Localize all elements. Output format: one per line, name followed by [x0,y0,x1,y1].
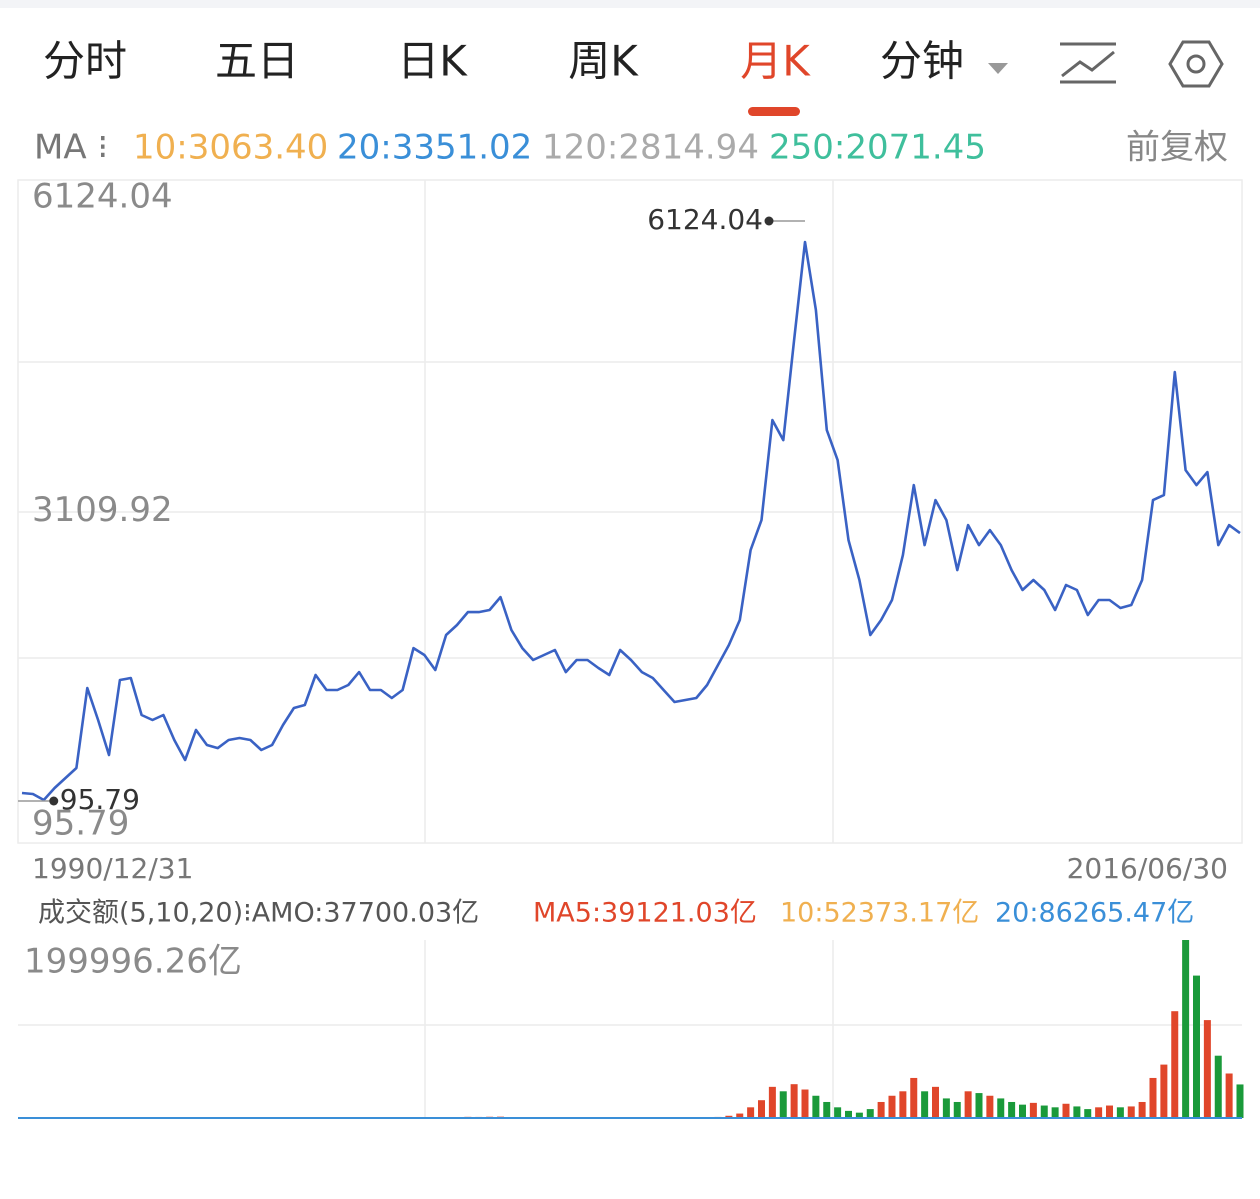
volume-bar [1051,1107,1059,1118]
volume-bar [725,1115,733,1118]
x-tick-label: 1990/12/31 [32,852,193,885]
dropdown-arrow[interactable] [988,63,1008,74]
volume-bar [845,1110,852,1118]
volume-bar [1029,1102,1037,1118]
volume-bar [964,1091,972,1118]
ma-value: 10:3063.40 [133,128,328,168]
volume-ma: 10:52373.17亿 [780,898,979,929]
volume-bar [910,1077,918,1118]
volume-bar [1095,1107,1103,1118]
min-label: 95.79 [60,783,140,816]
tab-indicator [748,107,800,116]
volume-bar [1084,1109,1092,1118]
volume-bar [768,1086,776,1118]
volume-bar [758,1100,765,1118]
volume-bar [1040,1105,1048,1118]
volume-bar [1171,1011,1179,1118]
tab[interactable]: 分时 [43,37,127,86]
volume-bar [834,1107,842,1118]
volume-bar [1019,1104,1026,1118]
tab[interactable]: 周K [568,37,639,86]
ma-value: 250:2071.45 [769,128,986,168]
tab[interactable]: 日K [397,37,468,86]
volume-bar [997,1098,1005,1118]
volume-bar [877,1101,885,1118]
ma-label: MA ⁝ [34,128,108,168]
volume-bar [1182,940,1190,1118]
max-label: 6124.04 [647,203,763,236]
volume-bar [1214,1055,1222,1118]
volume-bar [1138,1101,1146,1118]
volume-bar [899,1091,907,1118]
volume-bar [932,1086,939,1118]
volume-ma: 20:86265.47亿 [995,898,1194,929]
volume-bar [921,1091,929,1118]
ma-value: 20:3351.02 [337,128,532,168]
volume-y-tick-label: 199996.26亿 [24,942,242,982]
price-line [21,240,1241,802]
volume-amo: 成交额(5,10,20)⁝AMO:37700.03亿 [38,898,479,929]
volume-bar [1225,1073,1233,1118]
volume-bar [1116,1107,1124,1118]
status-strip [0,0,1260,8]
volume-bar [986,1095,994,1118]
volume-ma: MA5:39121.03亿 [533,898,757,929]
volume-bar [1073,1106,1081,1118]
settings-icon[interactable] [1168,40,1224,88]
adjust-toggle[interactable]: 前复权 [1126,128,1228,168]
volume-bar [1203,1020,1211,1118]
volume-bar [953,1101,961,1118]
volume-bar [812,1095,820,1118]
min-dot [49,796,59,806]
y-tick-label: 3109.92 [32,490,173,530]
volume-bar [747,1107,755,1118]
y-tick-label: 6124.04 [32,177,173,217]
max-dot [764,216,774,226]
volume-bar [823,1101,831,1118]
x-tick-label: 2016/06/30 [1067,852,1228,885]
volume-bar [1106,1105,1113,1118]
volume-bar [1236,1084,1244,1118]
volume-bar [942,1098,950,1118]
volume-bar [975,1093,983,1118]
volume-bar [1127,1106,1135,1118]
volume-bar [736,1113,744,1118]
volume-bar [1149,1077,1157,1118]
volume-bar [855,1112,863,1118]
volume-bar [866,1109,874,1118]
volume-bar [1062,1103,1070,1118]
volume-bar [1008,1101,1016,1118]
tab[interactable]: 五日 [215,37,299,86]
volume-bar [790,1084,798,1118]
tab[interactable]: 分钟 [880,37,964,86]
draw-tool-icon[interactable] [1060,42,1116,84]
volume-bar [779,1091,787,1118]
tab-active[interactable]: 月K [740,37,811,86]
y-tick-label: 95.79 [32,804,129,844]
volume-bar [888,1095,896,1118]
volume-bar [1160,1064,1168,1118]
volume-bar [1193,975,1200,1118]
volume-bar [801,1089,809,1118]
ma-value: 120:2814.94 [542,128,759,168]
